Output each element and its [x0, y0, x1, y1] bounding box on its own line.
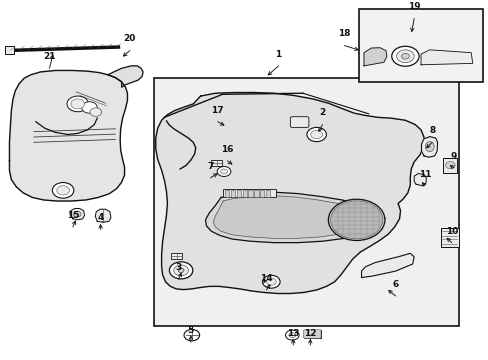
- Bar: [230, 190, 235, 197]
- Circle shape: [73, 211, 81, 217]
- Circle shape: [220, 169, 227, 174]
- Circle shape: [71, 99, 84, 109]
- Text: 6: 6: [392, 280, 398, 289]
- Bar: [154, 78, 458, 325]
- Polygon shape: [363, 48, 386, 66]
- Circle shape: [262, 275, 280, 288]
- Bar: [4, 46, 14, 54]
- Circle shape: [445, 162, 454, 168]
- Bar: [236, 190, 241, 197]
- Circle shape: [391, 46, 418, 66]
- Bar: [254, 190, 258, 197]
- Bar: [443, 158, 456, 172]
- Polygon shape: [9, 71, 127, 201]
- Text: 16: 16: [221, 145, 233, 154]
- Text: 7: 7: [207, 162, 213, 171]
- Circle shape: [306, 127, 326, 141]
- Text: 2: 2: [319, 108, 325, 117]
- Bar: [171, 253, 182, 259]
- Circle shape: [288, 333, 295, 338]
- Circle shape: [52, 183, 74, 198]
- Circle shape: [173, 265, 188, 276]
- Circle shape: [266, 278, 276, 285]
- Text: 12: 12: [304, 329, 316, 338]
- Circle shape: [217, 167, 230, 176]
- Text: 20: 20: [123, 35, 136, 44]
- Polygon shape: [421, 137, 437, 157]
- Circle shape: [310, 130, 322, 139]
- Bar: [248, 190, 252, 197]
- Text: 11: 11: [418, 170, 430, 179]
- Text: 5: 5: [187, 326, 194, 335]
- Polygon shape: [156, 93, 423, 293]
- Text: 4: 4: [97, 213, 103, 222]
- FancyBboxPatch shape: [290, 117, 308, 127]
- Text: 9: 9: [450, 152, 456, 161]
- Polygon shape: [95, 209, 111, 222]
- Bar: [222, 189, 276, 197]
- Polygon shape: [213, 196, 371, 238]
- Polygon shape: [205, 192, 384, 243]
- Circle shape: [401, 53, 408, 59]
- Circle shape: [183, 329, 199, 341]
- Bar: [260, 190, 264, 197]
- Bar: [224, 190, 229, 197]
- FancyBboxPatch shape: [303, 330, 321, 338]
- Polygon shape: [108, 66, 143, 87]
- Text: 18: 18: [338, 30, 350, 39]
- Polygon shape: [420, 50, 472, 65]
- Text: 1: 1: [275, 50, 281, 59]
- Text: 10: 10: [445, 226, 457, 235]
- Circle shape: [285, 330, 299, 340]
- Bar: [242, 190, 246, 197]
- Bar: [304, 330, 320, 338]
- Text: 19: 19: [407, 3, 420, 12]
- Text: 3: 3: [175, 263, 182, 272]
- Circle shape: [328, 199, 384, 240]
- Text: 14: 14: [260, 274, 272, 283]
- Circle shape: [396, 50, 413, 63]
- Circle shape: [57, 186, 69, 195]
- Circle shape: [67, 96, 88, 112]
- Text: 15: 15: [66, 211, 79, 220]
- Circle shape: [178, 268, 183, 273]
- Circle shape: [90, 108, 102, 116]
- Text: 13: 13: [286, 329, 299, 338]
- Polygon shape: [361, 253, 413, 278]
- Bar: [440, 228, 458, 247]
- Bar: [358, 9, 483, 82]
- Circle shape: [81, 102, 97, 113]
- Text: 17: 17: [211, 105, 224, 114]
- Ellipse shape: [425, 141, 433, 152]
- Text: 8: 8: [428, 126, 434, 135]
- Bar: [265, 190, 270, 197]
- Bar: [211, 160, 222, 166]
- Polygon shape: [413, 174, 426, 186]
- Polygon shape: [70, 208, 84, 220]
- Circle shape: [330, 201, 382, 239]
- Text: 21: 21: [43, 52, 56, 61]
- Circle shape: [169, 262, 192, 279]
